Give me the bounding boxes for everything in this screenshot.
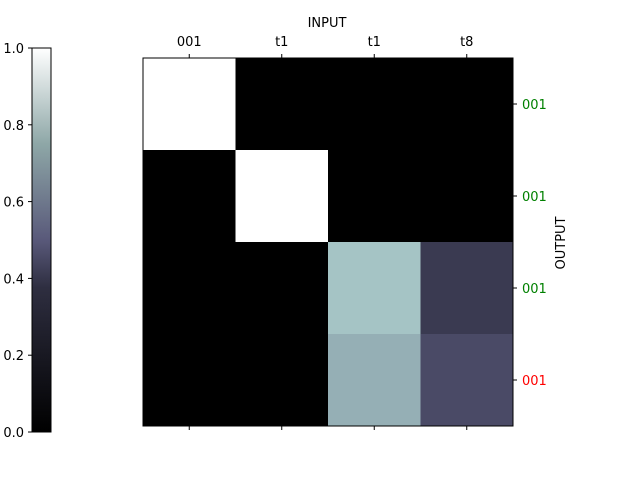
heatmap-cell (235, 242, 329, 335)
y-axis-label: OUTPUT (554, 216, 569, 269)
heatmap-cell (328, 58, 421, 151)
y-tick-label: 001 (522, 374, 547, 389)
heatmap-frame (142, 57, 514, 427)
heatmap-cells (142, 57, 514, 427)
x-axis-label: INPUT (308, 16, 347, 31)
heatmap-cell (420, 58, 514, 151)
x-axis: 001 t1 t1 t8 (177, 35, 473, 430)
colorbar-tick-label: 0.4 (3, 272, 24, 287)
heatmap-cell (143, 58, 236, 151)
heatmap-cell (420, 150, 514, 243)
colorbar-tick-label: 1.0 (3, 42, 24, 57)
heatmap-cell (235, 334, 329, 427)
y-tick-label: 001 (522, 190, 547, 205)
colorbar-tick-label: 0.0 (3, 426, 24, 441)
colorbar-tick-label: 0.8 (3, 119, 24, 134)
y-axis: 001 001 001 001 (513, 98, 547, 389)
heatmap-cell (420, 334, 514, 427)
colorbar-frame (31, 47, 52, 433)
heatmap-cell (328, 150, 421, 243)
colorbar-tick-label: 0.2 (3, 349, 24, 364)
colorbar-tick-label: 0.6 (3, 196, 24, 211)
heatmap-cell (143, 334, 236, 427)
y-tick-label: 001 (522, 98, 547, 113)
colorbar: 0.0 0.2 0.4 0.6 0.8 1.0 (3, 42, 52, 441)
x-tick-label: 001 (177, 35, 202, 50)
heatmap-cell (143, 242, 236, 335)
heatmap-cell (235, 150, 329, 243)
colorbar-gradient (32, 48, 51, 432)
heatmap-cell (235, 58, 329, 151)
x-tick-label: t1 (368, 35, 381, 50)
y-tick-label: 001 (522, 282, 547, 297)
heatmap-cell (420, 242, 514, 335)
x-tick-label: t1 (275, 35, 288, 50)
heatmap-cell (143, 150, 236, 243)
heatmap-cell (328, 242, 421, 335)
heatmap-cell (328, 334, 421, 427)
x-tick-label: t8 (460, 35, 473, 50)
